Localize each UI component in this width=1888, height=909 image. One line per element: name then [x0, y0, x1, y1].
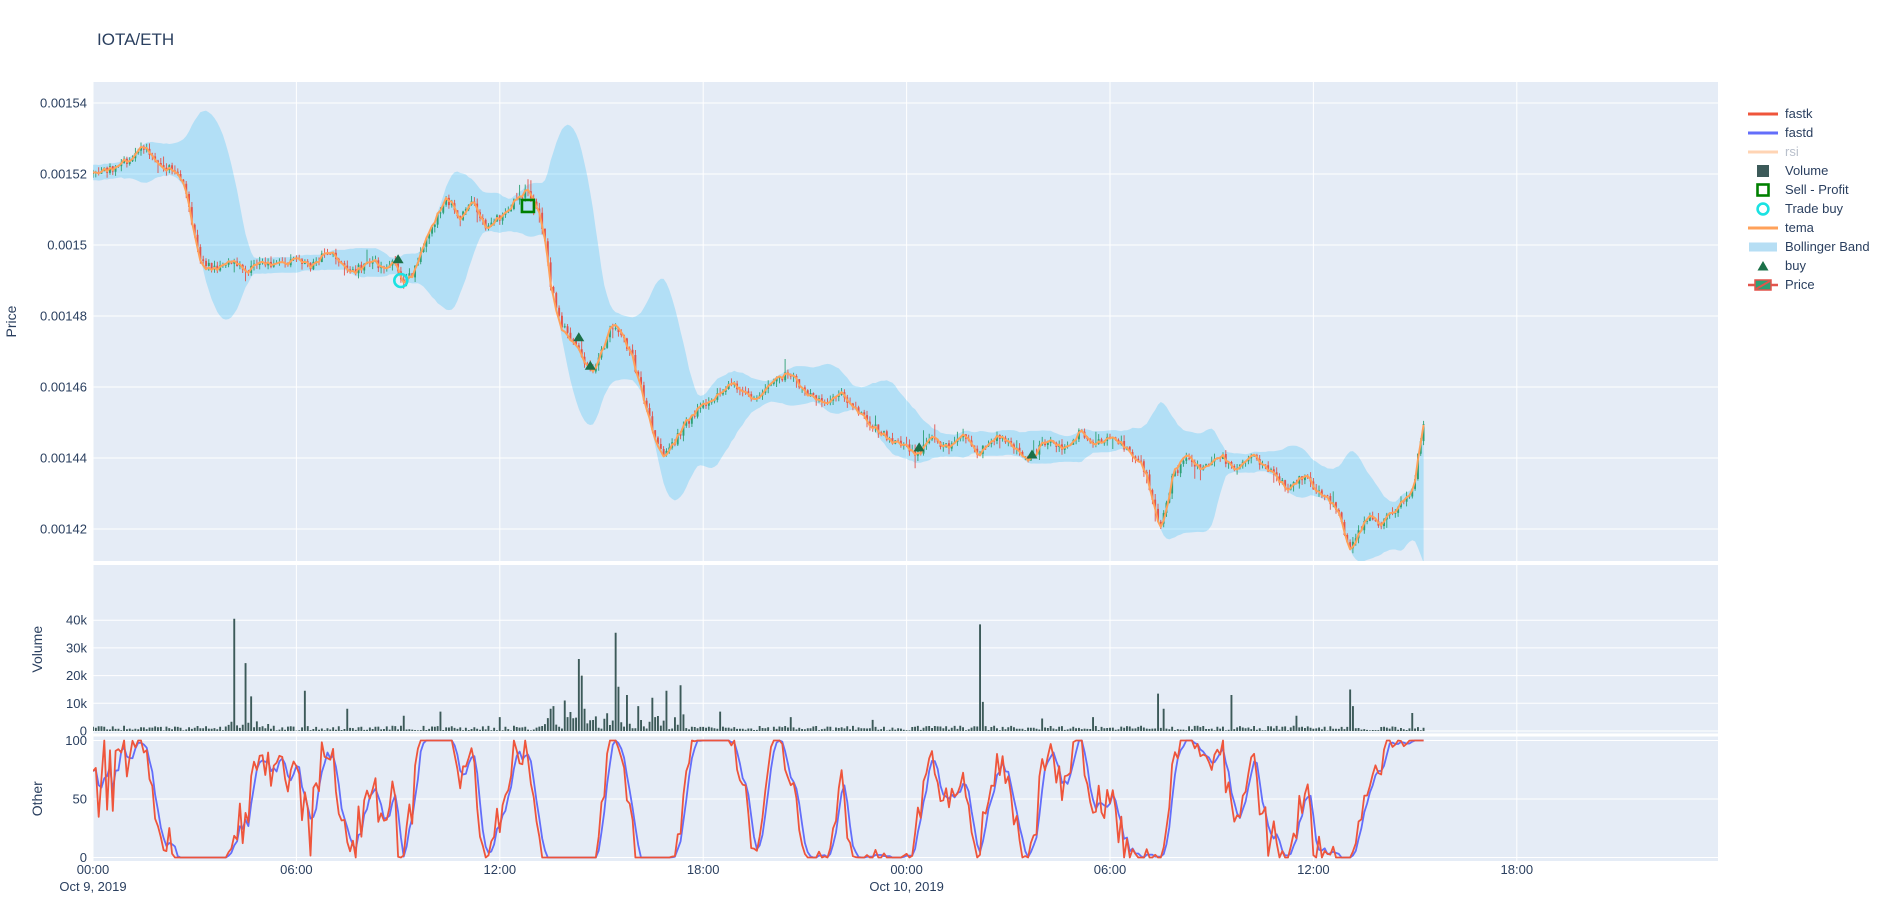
legend-item-label: rsi [1785, 144, 1799, 159]
legend-item-rsi[interactable]: rsi [1746, 142, 1888, 161]
legend-item-trade-buy[interactable]: Trade buy [1746, 199, 1888, 218]
volume-tick-label: 20k [66, 668, 87, 683]
line-swatch-icon [1746, 106, 1780, 122]
price-tick-label: 0.00154 [40, 96, 87, 111]
thickline-swatch-icon [1746, 239, 1780, 255]
legend-item-volume[interactable]: Volume [1746, 161, 1888, 180]
chart-title: IOTA/ETH [97, 30, 175, 49]
other-tick-label: 0 [80, 850, 87, 865]
price-tick-label: 0.00142 [40, 522, 87, 537]
legend-item-price[interactable]: Price [1746, 275, 1888, 294]
legend-item-sell-profit[interactable]: Sell - Profit [1746, 180, 1888, 199]
sell-profit-marker [520, 198, 536, 214]
x-tick-label: 06:00 [280, 862, 313, 877]
legend-item-fastk[interactable]: fastk [1746, 104, 1888, 123]
legend-item-label: Price [1785, 277, 1815, 292]
legend-item-label: Volume [1785, 163, 1829, 178]
gridlines [92, 82, 1718, 861]
legend-item-label: Bollinger Band [1785, 239, 1870, 254]
line-swatch-icon [1746, 220, 1780, 236]
price-tick-label: 0.00144 [40, 451, 87, 466]
x-date-label: Oct 9, 2019 [59, 879, 126, 894]
line-swatch-icon [1746, 125, 1780, 141]
x-date-label: Oct 10, 2019 [869, 879, 943, 894]
other-tick-label: 50 [73, 792, 87, 807]
legend-item-label: tema [1785, 220, 1814, 235]
other-axis-title: Other [29, 781, 45, 816]
legend-item-buy[interactable]: buy [1746, 256, 1888, 275]
price-tick-label: 0.00148 [40, 309, 87, 324]
buy-signal-marker [913, 442, 925, 452]
panel-background[interactable] [93, 565, 1718, 734]
axis-tick-labels: 0.00154 0.00152 0.0015 0.00148 0.00146 0.0014… [40, 96, 1533, 895]
volume-tick-label: 0 [80, 724, 87, 739]
legend-item-label: Sell - Profit [1785, 182, 1849, 197]
tema-line [93, 145, 1425, 551]
legend-item-label: fastd [1785, 125, 1814, 140]
circle-open-swatch-icon [1746, 201, 1780, 217]
line-swatch-icon [1746, 144, 1780, 160]
legend-item-label: buy [1785, 258, 1806, 273]
fastk-line [93, 739, 1424, 859]
x-tick-label: 06:00 [1094, 862, 1127, 877]
x-tick-label: 12:00 [1297, 862, 1330, 877]
legend-item-fastd[interactable]: fastd [1746, 123, 1888, 142]
triangle-swatch-icon [1746, 258, 1780, 274]
volume-tick-label: 30k [66, 640, 87, 655]
legend: fastk fastd rsi Volume Sell - Profit Trade bu… [1746, 104, 1888, 294]
buy-signal-marker [584, 360, 596, 370]
volume-tick-label: 10k [66, 696, 87, 711]
legend-item-label: fastk [1785, 106, 1813, 121]
price-tick-label: 0.00152 [40, 167, 87, 182]
price-axis-title: Price [3, 305, 19, 337]
bollinger-band [93, 110, 1424, 561]
x-tick-label: 12:00 [484, 862, 517, 877]
x-tick-label: 18:00 [1501, 862, 1534, 877]
other-tick-label: 100 [65, 733, 87, 748]
buy-signal-marker [1026, 449, 1038, 459]
legend-item-bollinger-band[interactable]: Bollinger Band [1746, 237, 1888, 256]
x-tick-label: 00:00 [890, 862, 923, 877]
legend-item-label: Trade buy [1785, 201, 1844, 216]
square-open-swatch-icon [1746, 182, 1780, 198]
trade-buy-marker [393, 272, 409, 289]
legend-item-tema[interactable]: tema [1746, 218, 1888, 237]
x-tick-label: 18:00 [687, 862, 720, 877]
volume-axis-title: Volume [29, 626, 45, 673]
panel-background[interactable] [93, 82, 1718, 561]
candle-swatch-icon [1746, 277, 1780, 293]
square-swatch-icon [1746, 163, 1780, 179]
price-tick-label: 0.0015 [47, 238, 87, 253]
buy-signal-marker [392, 254, 404, 264]
price-tick-label: 0.00146 [40, 380, 87, 395]
x-tick-label: 00:00 [77, 862, 110, 877]
volume-tick-label: 40k [66, 613, 87, 628]
buy-signal-marker [573, 332, 585, 342]
